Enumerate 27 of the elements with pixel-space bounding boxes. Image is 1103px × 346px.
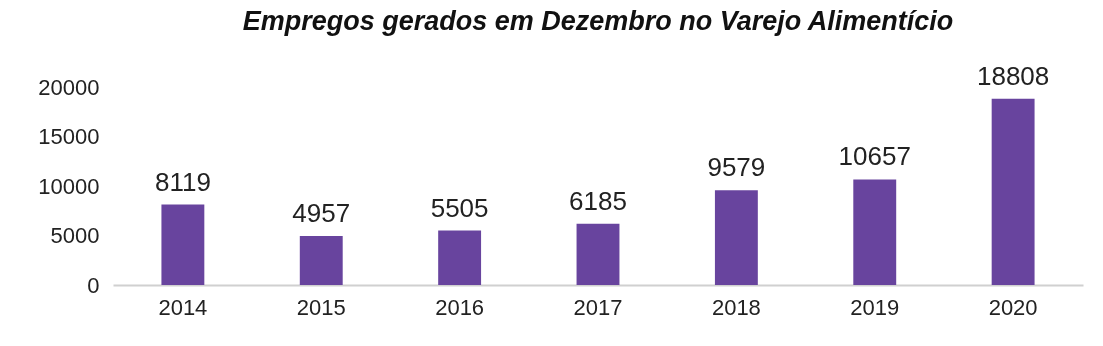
x-tick-label: 2020 [988, 294, 1038, 320]
data-label: 4957 [292, 197, 351, 228]
bar [438, 230, 482, 285]
bar [714, 190, 758, 285]
x-tick-label: 2015 [296, 294, 346, 320]
x-tick-label: 2018 [711, 294, 761, 320]
data-label: 10657 [838, 141, 911, 172]
data-label: 18808 [976, 60, 1050, 91]
bar [576, 223, 620, 285]
data-label: 8119 [154, 166, 211, 197]
data-label: 9579 [707, 152, 766, 183]
bar [299, 235, 343, 285]
y-tick-label: 5000 [50, 223, 100, 248]
bar [853, 179, 897, 285]
y-tick-label: 0 [87, 272, 100, 298]
chart-title: Empregos gerados em Dezembro no Varejo Alimentício [242, 5, 954, 36]
x-tick-label: 2019 [850, 294, 900, 320]
y-tick-label: 10000 [38, 173, 100, 199]
y-tick-label: 15000 [38, 124, 100, 149]
bar [161, 204, 205, 285]
data-label: 5505 [430, 192, 489, 223]
x-tick-label: 2017 [573, 294, 623, 320]
data-label: 6185 [569, 185, 627, 216]
x-tick-label: 2014 [158, 294, 208, 320]
x-tick-label: 2016 [435, 294, 485, 320]
bar [991, 98, 1035, 285]
y-tick-label: 20000 [38, 74, 100, 100]
